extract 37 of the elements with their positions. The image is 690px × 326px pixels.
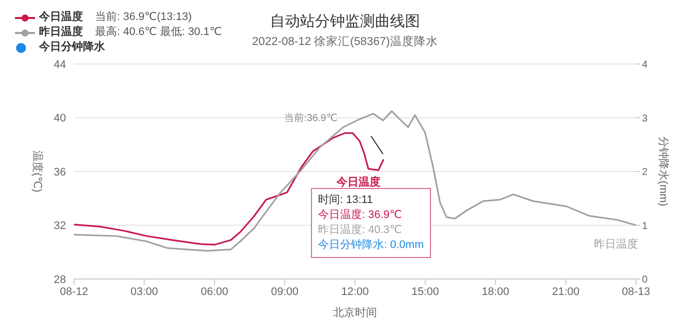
y2-tick-label: 3 — [642, 113, 648, 124]
chart-subtitle: 2022-08-12 徐家汇(58367)温度降水 — [252, 36, 438, 48]
text: 今日温度 — [336, 176, 381, 188]
x-tick-label: 08-12 — [60, 286, 88, 298]
x-axis-title: 北京时间 — [333, 306, 377, 319]
y-tick-label: 44 — [54, 58, 66, 71]
text: 当前: 36.9℃(13:13) — [95, 10, 192, 25]
chart-title: 自动站分钟监测曲线图 — [270, 13, 420, 30]
x-tick-label: 15:00 — [411, 286, 440, 298]
text: 最高: 40.6℃ 最低: 30.1℃ — [95, 25, 222, 40]
y2-tick-label: 0 — [642, 274, 648, 286]
x-tick-label: 09:00 — [270, 286, 299, 298]
x-tick-label: 08-13 — [622, 286, 650, 298]
annotation: 昨日温度: 40.3℃ — [318, 223, 403, 238]
annotation: 时间: 13:11 — [318, 193, 374, 208]
annotation: 今日温度: 36.9℃ — [318, 208, 403, 223]
x-tick-label: 18:00 — [482, 286, 510, 298]
y-axis-title: 温度(℃) — [31, 150, 44, 192]
y-tick-label: 28 — [54, 274, 66, 286]
legend-label: 今日分钟降水 — [39, 40, 105, 55]
line-series — [74, 110, 636, 252]
text: 昨日温度 — [594, 238, 638, 250]
y2-tick-label: 4 — [642, 60, 648, 71]
y2-tick-label: 1 — [642, 220, 648, 232]
y2-tick-label: 2 — [642, 167, 648, 178]
y-tick-label: 36 — [54, 166, 66, 178]
x-tick-label: 21:00 — [552, 286, 580, 298]
y2-axis-title: 分钟降水(mm) — [657, 136, 670, 206]
annotation: 今日分钟降水: 0.0mm — [318, 238, 424, 253]
legend-label: 昨日温度 — [39, 25, 83, 40]
x-tick-label: 12:00 — [341, 286, 369, 298]
x-tick-label: 06:00 — [200, 286, 228, 298]
annotation: 当前:36.9℃ — [284, 112, 338, 125]
x-tick-label: 03:00 — [130, 286, 158, 298]
y-tick-label: 32 — [54, 220, 66, 232]
legend-label: 今日温度 — [39, 10, 83, 25]
y-tick-label: 40 — [54, 112, 66, 125]
